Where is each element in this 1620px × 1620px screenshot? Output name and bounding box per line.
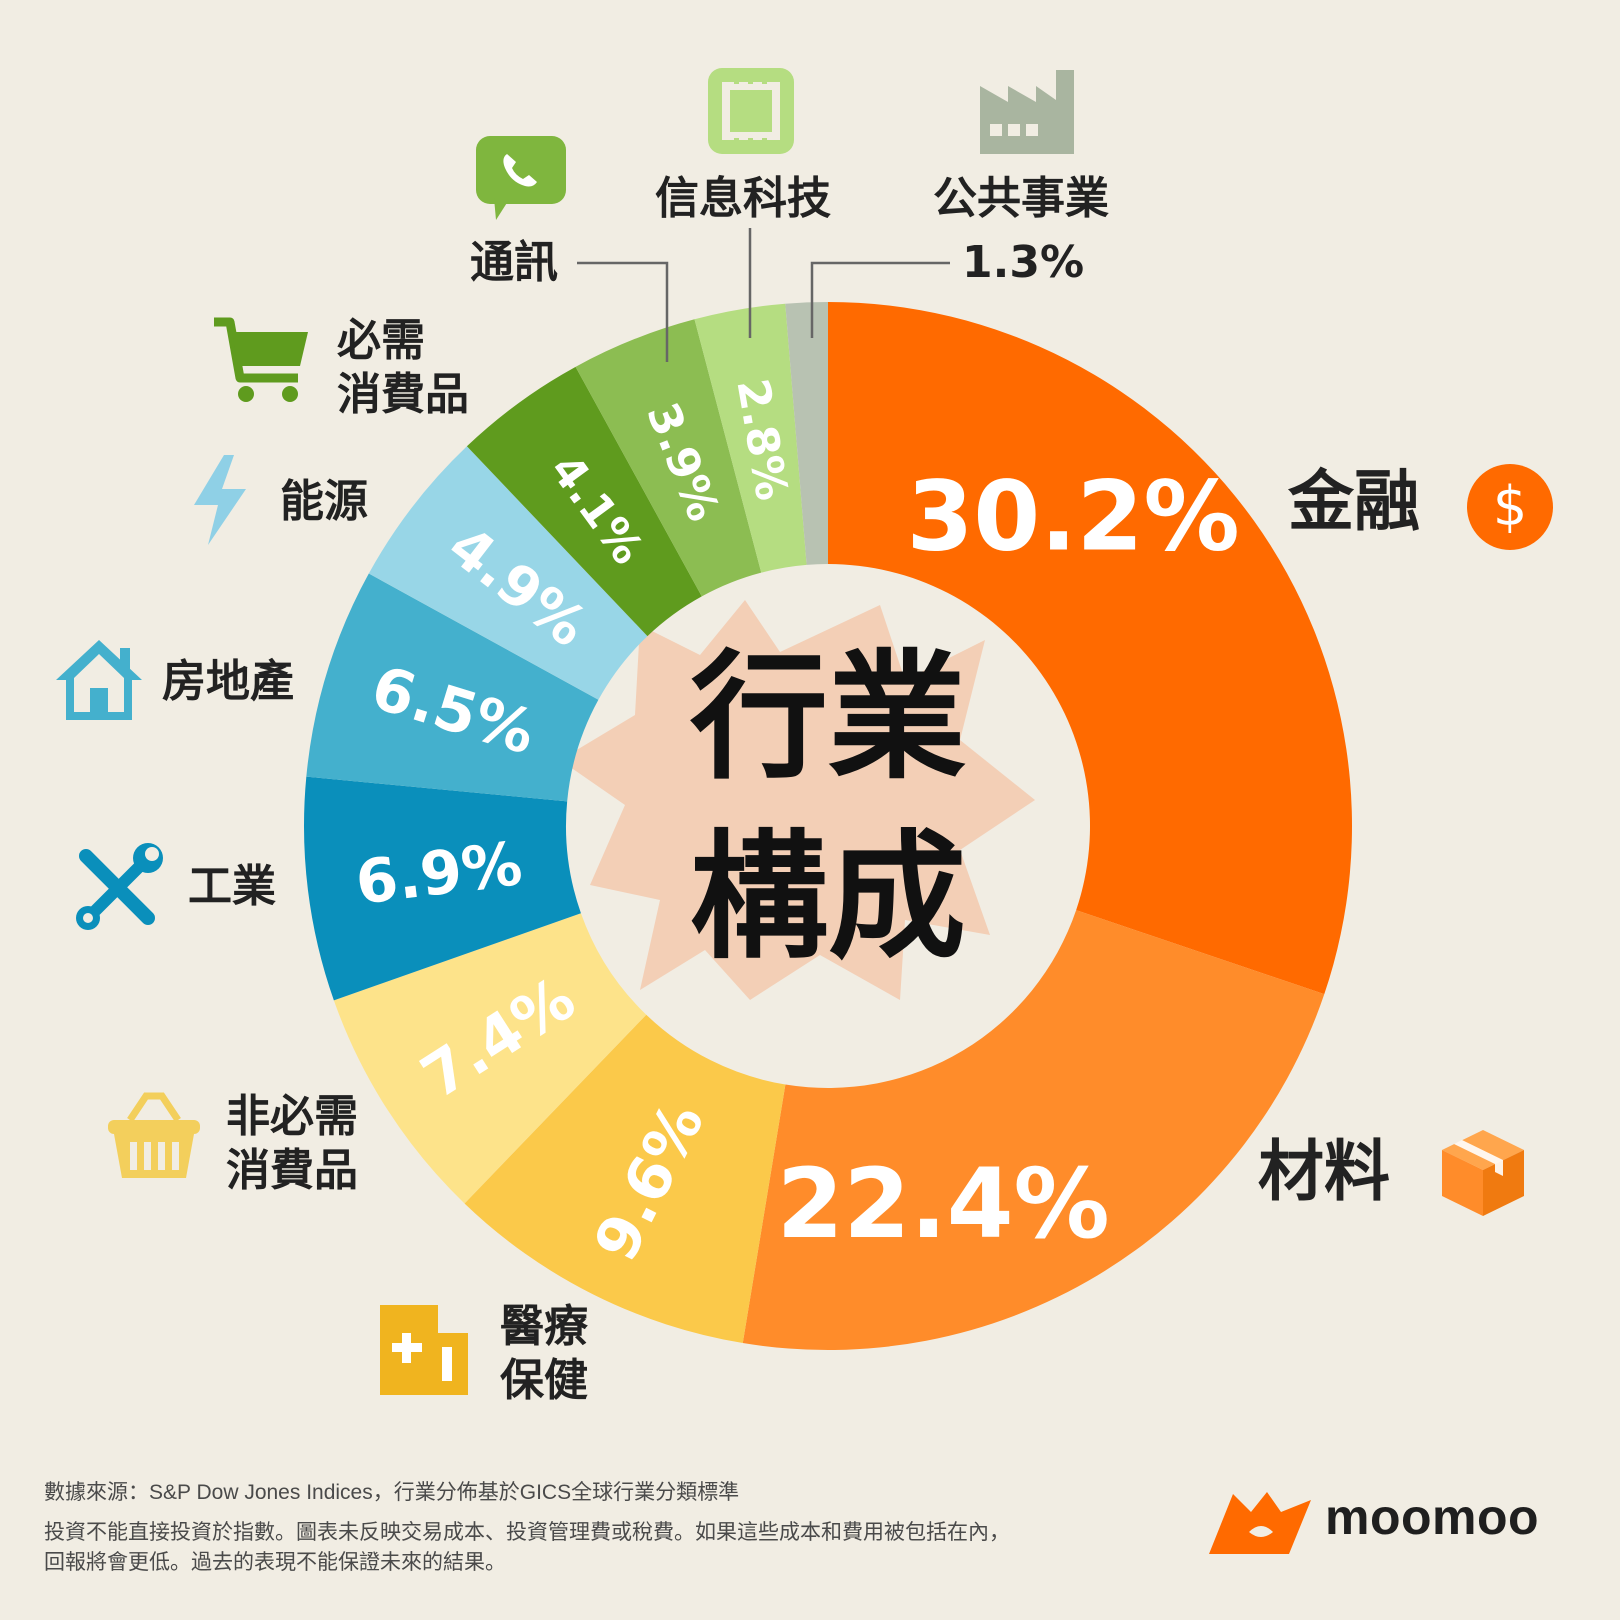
slice-label-1: 22.4%	[777, 1148, 1110, 1260]
label-realestate: 房地產	[162, 656, 294, 707]
center-starburst	[560, 600, 1035, 1000]
dollar-icon: $	[1467, 464, 1553, 550]
medical-icon	[380, 1305, 468, 1395]
source-note: 數據來源：S&P Dow Jones Indices，行業分佈基於GICS全球行…	[44, 1481, 740, 1504]
slice-0	[828, 302, 1353, 995]
brand-name: moomoo	[1325, 1489, 1540, 1545]
slice-8	[575, 319, 762, 597]
label-industrial: 工業	[188, 861, 276, 912]
svg-text:$: $	[1493, 475, 1527, 538]
slice-4	[303, 776, 581, 1001]
box-icon	[1442, 1130, 1524, 1216]
slice-6	[368, 446, 648, 700]
value-utilities: 1.3%	[962, 237, 1085, 288]
slice-label-0: 30.2%	[907, 460, 1240, 572]
slice-7	[466, 366, 702, 637]
leader-line-utilities	[810, 261, 950, 338]
label-utilities: 公共事業	[933, 173, 1109, 224]
label-energy: 能源	[280, 476, 368, 527]
basket-icon	[108, 1092, 200, 1178]
label-staples: 必需 消費品	[337, 315, 469, 420]
slice-9	[694, 303, 807, 573]
slice-5	[306, 573, 599, 802]
slice-10	[785, 302, 828, 565]
label-finance: 金融	[1288, 463, 1420, 540]
disclaimer-line-1: 投資不能直接投資於指數。圖表未反映交易成本、投資管理費或稅費。如果這些成本和費用…	[44, 1521, 1010, 1544]
label-materials: 材料	[1258, 1133, 1390, 1210]
moomoo-logo-icon	[1209, 1492, 1311, 1554]
house-icon	[56, 640, 142, 720]
slice-1	[742, 910, 1325, 1351]
phone-chat-icon	[476, 136, 566, 220]
center-title-line1: 行業	[690, 637, 966, 798]
leader-line-telecom	[577, 261, 669, 362]
chip-icon	[708, 68, 794, 154]
cart-icon	[214, 317, 308, 402]
disclaimer-line-2: 回報將會更低。過去的表現不能保證未來的結果。	[44, 1551, 506, 1574]
slice-2	[464, 1014, 786, 1344]
label-it: 信息科技	[655, 173, 831, 224]
label-discretionary: 非必需 消費品	[226, 1091, 358, 1196]
lightning-icon	[194, 455, 246, 545]
slice-3	[333, 913, 647, 1204]
wrench-icon	[76, 843, 163, 930]
center-title-line2: 構成	[690, 817, 966, 978]
label-health: 醫療 保健	[500, 1301, 588, 1406]
label-telecom: 通訊	[470, 237, 558, 288]
factory-icon	[980, 70, 1074, 154]
